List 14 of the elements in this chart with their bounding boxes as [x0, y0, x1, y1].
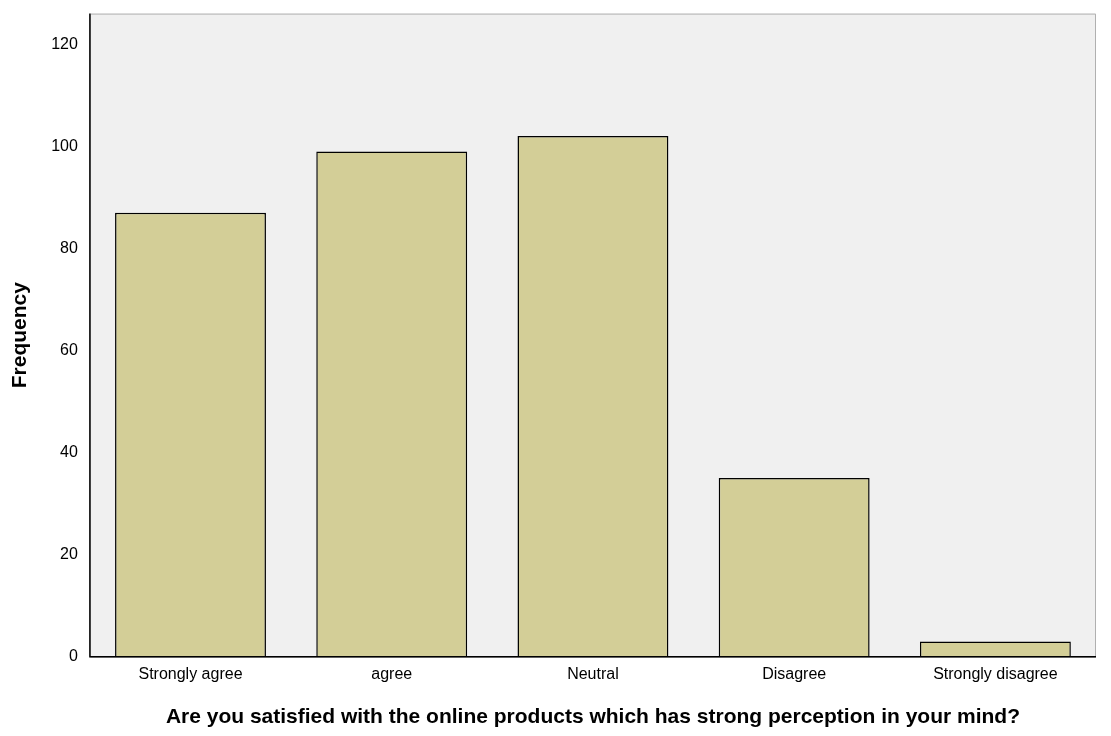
y-tick-label: 120: [51, 34, 78, 52]
x-tick-label: Strongly disagree: [933, 664, 1058, 682]
y-tick-label: 60: [60, 340, 78, 358]
y-tick-label: 40: [60, 442, 78, 460]
y-tick-label: 20: [60, 545, 78, 563]
y-tick-label: 80: [60, 238, 78, 256]
x-axis-title: Are you satisfied with the online products which has strong perception in your mind?: [165, 703, 1020, 727]
x-tick-label: Neutral: [567, 664, 619, 682]
y-tick-label: 100: [51, 136, 78, 154]
x-tick-label: agree: [371, 664, 413, 682]
y-axis-title: Frequency: [7, 281, 31, 389]
x-tick-label: Strongly agree: [138, 664, 243, 682]
y-tick-label: 0: [68, 647, 78, 665]
x-tick-label: Disagree: [762, 664, 827, 682]
